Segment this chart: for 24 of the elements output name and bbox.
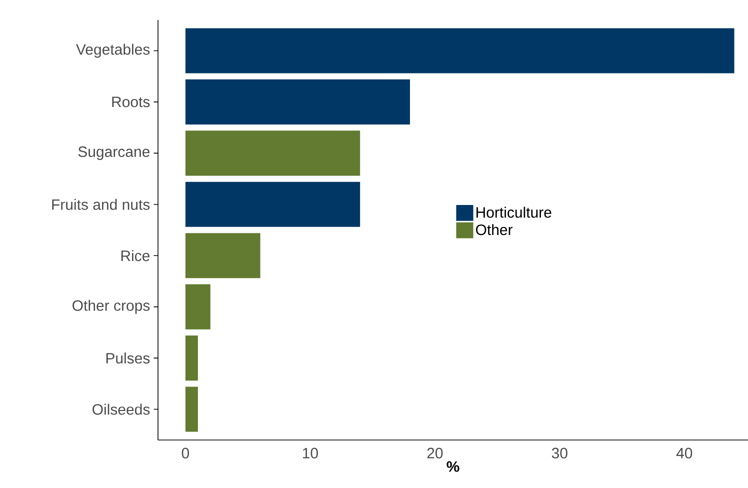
x-tick-label: 30 [552, 448, 568, 458]
bar [185, 233, 260, 278]
legend-label: Horticulture [476, 206, 552, 218]
bar [185, 284, 210, 330]
bar [185, 130, 360, 176]
y-tick-label: Oilseeds [92, 404, 150, 415]
y-tick-label: Pulses [106, 352, 150, 364]
x-tick-label: 0 [182, 448, 190, 458]
bar [185, 28, 734, 74]
y-tick-label: Sugarcane [78, 146, 150, 160]
bar [185, 336, 198, 381]
y-tick-label: Other crops [72, 300, 150, 314]
y-tick-label: Roots [112, 96, 150, 108]
x-tick-label: 20 [427, 448, 443, 458]
legend-label: Other [476, 224, 513, 236]
x-tick-label: 10 [302, 448, 318, 458]
bar [185, 79, 410, 124]
x-tick-label: 40 [676, 448, 692, 458]
bar [185, 386, 198, 432]
bar [185, 182, 360, 227]
y-tick-label: Fruits and nuts [52, 198, 150, 210]
y-tick-label: Vegetables [76, 44, 150, 58]
y-tick-label: Rice [121, 250, 150, 262]
x-axis-title: % [446, 461, 460, 472]
